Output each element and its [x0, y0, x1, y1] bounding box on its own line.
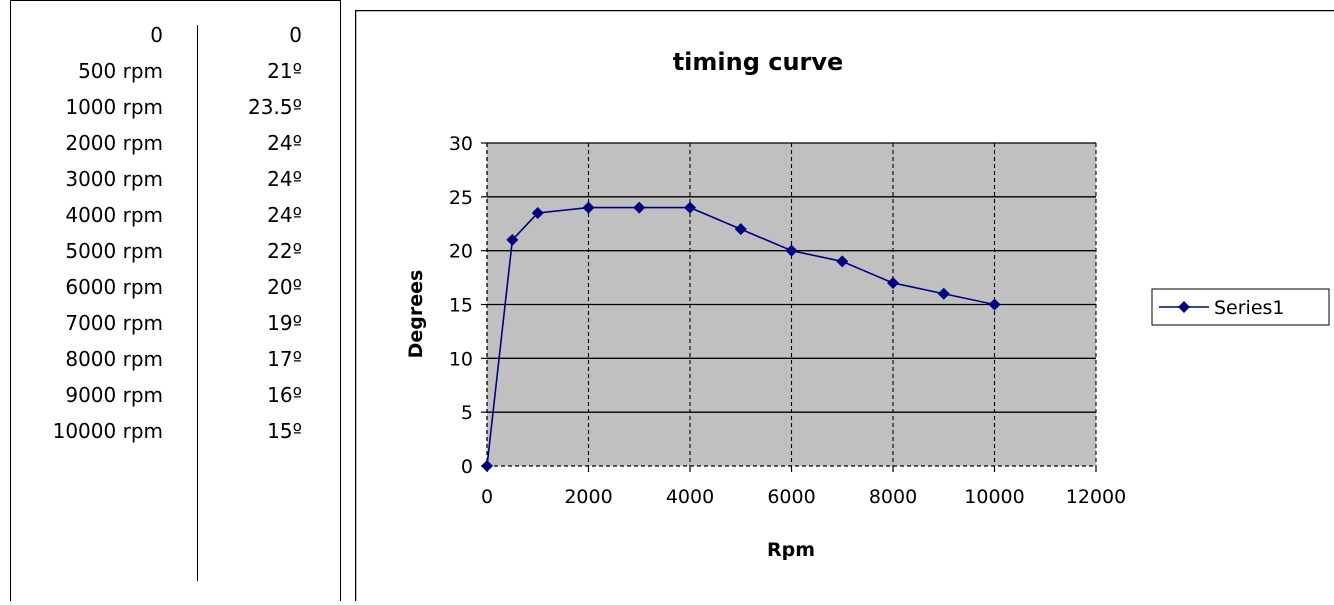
table-row: 8000 rpm 17º [11, 341, 342, 377]
degree-cell: 24º [267, 161, 302, 197]
legend: Series1 [1152, 289, 1329, 325]
x-axis-title: Rpm [767, 539, 815, 561]
degree-cell: 20º [267, 269, 302, 305]
table-row: 5000 rpm 22º [11, 233, 342, 269]
x-tick-label: 4000 [666, 486, 714, 508]
y-tick-label: 5 [461, 402, 473, 424]
y-axis-title: Degrees [405, 270, 427, 359]
x-tick-label: 0 [481, 486, 493, 508]
rpm-cell: 2000 rpm [65, 125, 163, 161]
x-tick-label: 8000 [869, 486, 917, 508]
rpm-cell: 10000 rpm [53, 413, 163, 449]
table-row: 6000 rpm 20º [11, 269, 342, 305]
x-tick-label: 2000 [564, 486, 612, 508]
rpm-cell: 4000 rpm [65, 197, 163, 233]
table-row: 1000 rpm 23.5º [11, 89, 342, 125]
y-tick-label: 10 [449, 348, 473, 370]
table-row: 2000 rpm 24º [11, 125, 342, 161]
timing-curve-chart: timing curve 0 5 10 15 20 25 30 0 2000 4000 6000 80… [355, 10, 1334, 601]
rpm-cell: 500 rpm [78, 53, 163, 89]
rpm-cell: 8000 rpm [65, 341, 163, 377]
chart-title: timing curve [673, 48, 844, 76]
x-tick-label: 12000 [1066, 486, 1126, 508]
degree-cell: 17º [267, 341, 302, 377]
rpm-cell: 5000 rpm [65, 233, 163, 269]
x-tick-label: 10000 [964, 486, 1024, 508]
table-row: 500 rpm 21º [11, 53, 342, 89]
table-row: 4000 rpm 24º [11, 197, 342, 233]
degree-cell: 22º [267, 233, 302, 269]
y-tick-label: 25 [449, 187, 473, 209]
y-tick-label: 15 [449, 295, 473, 317]
table-row: 9000 rpm 16º [11, 377, 342, 413]
degree-cell: 21º [267, 53, 302, 89]
table-row: 3000 rpm 24º [11, 161, 342, 197]
chart-area: timing curve 0 5 10 15 20 25 30 0 2000 4000 6000 80… [355, 10, 1334, 601]
x-tick-label: 6000 [767, 486, 815, 508]
y-tick-label: 0 [461, 456, 473, 478]
degree-cell: 0 [289, 17, 302, 53]
degree-cell: 16º [267, 377, 302, 413]
rpm-cell: 7000 rpm [65, 305, 163, 341]
rpm-cell: 3000 rpm [65, 161, 163, 197]
rpm-cell: 1000 rpm [65, 89, 163, 125]
degree-cell: 15º [267, 413, 302, 449]
table-row: 10000 rpm 15º [11, 413, 342, 449]
legend-label: Series1 [1214, 297, 1285, 319]
rpm-cell: 0 [150, 17, 163, 53]
y-tick-label: 20 [449, 241, 473, 263]
rpm-cell: 6000 rpm [65, 269, 163, 305]
degree-cell: 24º [267, 125, 302, 161]
rpm-cell: 9000 rpm [65, 377, 163, 413]
degree-cell: 23.5º [248, 89, 302, 125]
degree-cell: 24º [267, 197, 302, 233]
table-row: 7000 rpm 19º [11, 305, 342, 341]
degree-cell: 19º [267, 305, 302, 341]
y-tick-label: 30 [449, 133, 473, 155]
